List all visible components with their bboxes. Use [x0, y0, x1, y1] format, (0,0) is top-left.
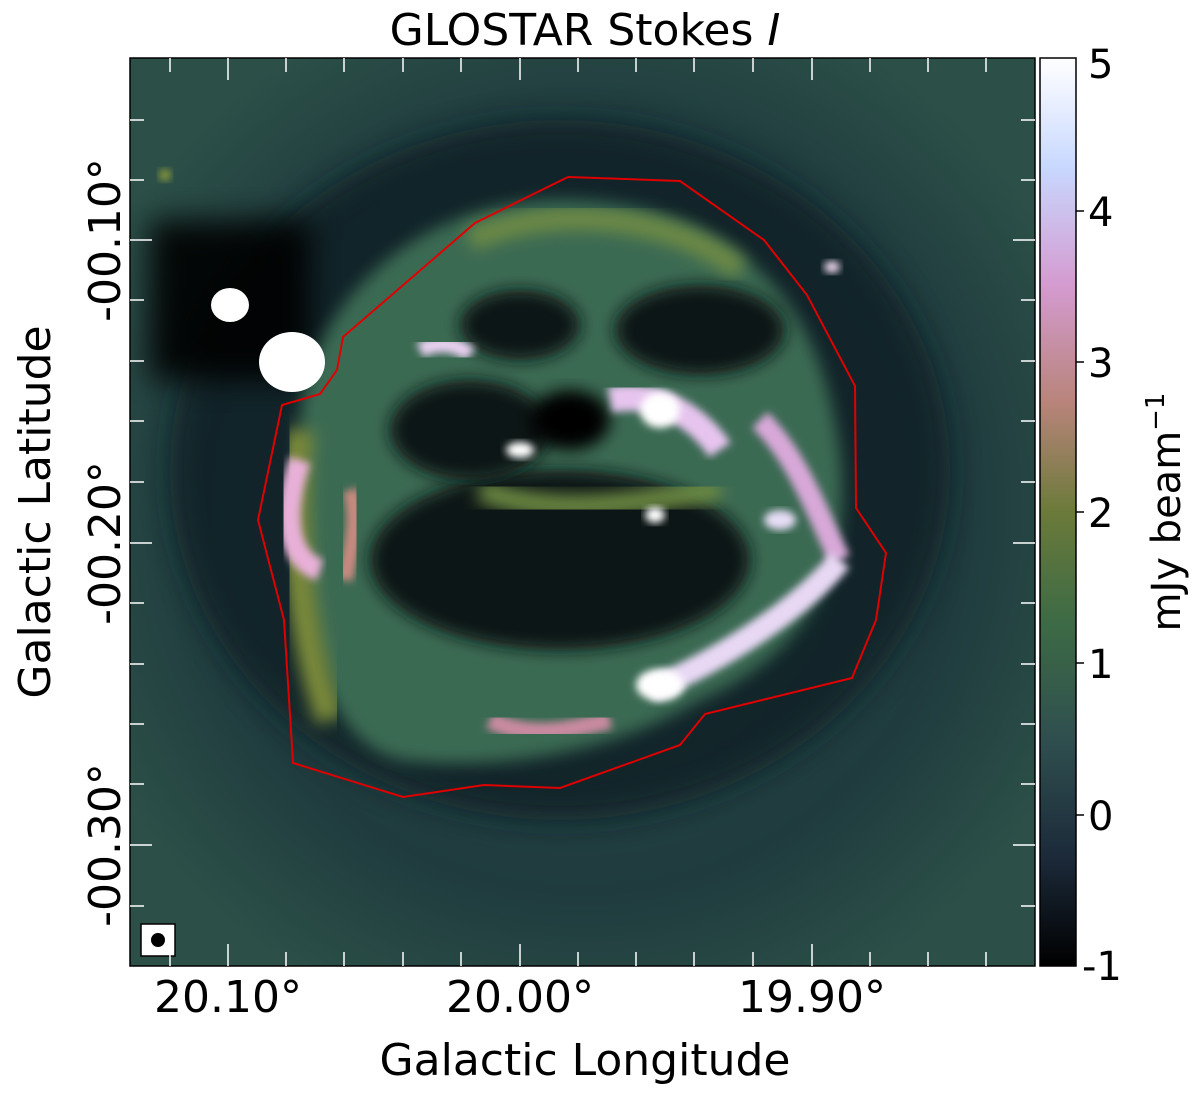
beam-marker — [140, 923, 176, 957]
y-tick-label: -00.20° — [80, 461, 131, 625]
x-tick-label: 20.00° — [446, 972, 594, 1023]
x-tick-label: 20.10° — [154, 972, 302, 1023]
region-outline — [256, 176, 888, 799]
tick-marks — [130, 58, 1035, 966]
colorbar-tick-label: 2 — [1088, 491, 1113, 537]
y-axis-label: Galactic Latitude — [10, 325, 61, 698]
colorbar-tick-label: -1 — [1082, 944, 1122, 990]
x-tick-label: 19.90° — [738, 972, 886, 1023]
intensity-map — [130, 58, 1035, 966]
chart-title: GLOSTAR Stokes I — [390, 5, 781, 56]
colorbar-tick-label: 5 — [1088, 42, 1113, 88]
colorbar-tick-label: 0 — [1088, 794, 1113, 840]
y-tick-label: -00.30° — [80, 763, 131, 927]
colorbar — [1039, 57, 1084, 967]
plot-frame — [129, 57, 1036, 967]
y-tick-label: -00.10° — [80, 158, 131, 322]
x-axis-label: Galactic Longitude — [380, 1035, 791, 1086]
colorbar-tick-label: 4 — [1088, 190, 1113, 236]
colorbar-tick-label: 3 — [1088, 341, 1113, 387]
colorbar-label: mJy beam−1 — [1141, 393, 1190, 632]
colorbar-tick-label: 1 — [1088, 642, 1113, 688]
